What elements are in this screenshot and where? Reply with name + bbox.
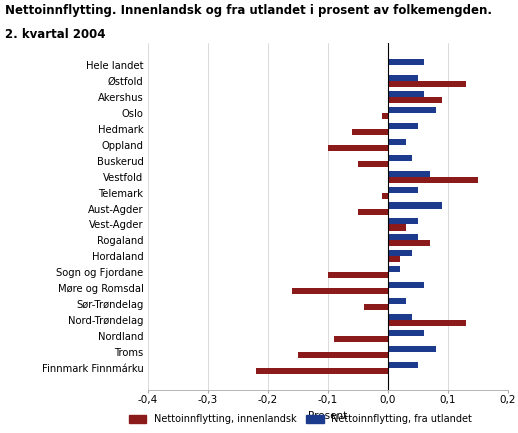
Bar (387, 234, 418, 240)
Bar (298, 352, 387, 358)
Bar (387, 224, 406, 230)
Bar (387, 298, 406, 304)
Bar (364, 304, 387, 310)
Bar (382, 193, 387, 199)
Bar (387, 346, 436, 352)
Bar (387, 282, 424, 288)
X-axis label: Prosent: Prosent (308, 411, 347, 421)
Bar (387, 123, 418, 129)
Bar (387, 240, 429, 246)
Bar (387, 314, 412, 320)
Bar (387, 362, 418, 368)
Bar (387, 266, 400, 272)
Bar (387, 75, 418, 81)
Bar (352, 129, 387, 135)
Bar (387, 91, 424, 97)
Bar (387, 218, 418, 224)
Bar (387, 250, 412, 256)
Bar (387, 81, 466, 87)
Legend: Nettoinnflytting, innenlandsk, Nettoinnflytting, fra utlandet: Nettoinnflytting, innenlandsk, Nettoinnf… (125, 410, 476, 428)
Bar (387, 187, 418, 193)
Bar (387, 330, 424, 336)
Bar (357, 161, 387, 167)
Bar (387, 171, 429, 177)
Bar (387, 203, 442, 209)
Text: Nettoinnflytting. Innenlandsk og fra utlandet i prosent av folkemengden.: Nettoinnflytting. Innenlandsk og fra utl… (5, 4, 492, 17)
Bar (327, 272, 387, 278)
Bar (327, 145, 387, 151)
Bar (334, 336, 387, 342)
Bar (387, 97, 442, 103)
Bar (382, 113, 387, 119)
Bar (387, 320, 466, 326)
Bar (387, 139, 406, 145)
Bar (387, 59, 424, 65)
Bar (387, 107, 436, 113)
Bar (292, 288, 387, 294)
Bar (357, 209, 387, 215)
Text: 2. kvartal 2004: 2. kvartal 2004 (5, 28, 106, 41)
Bar (387, 155, 412, 161)
Bar (387, 177, 478, 183)
Bar (256, 368, 387, 374)
Bar (387, 256, 400, 262)
